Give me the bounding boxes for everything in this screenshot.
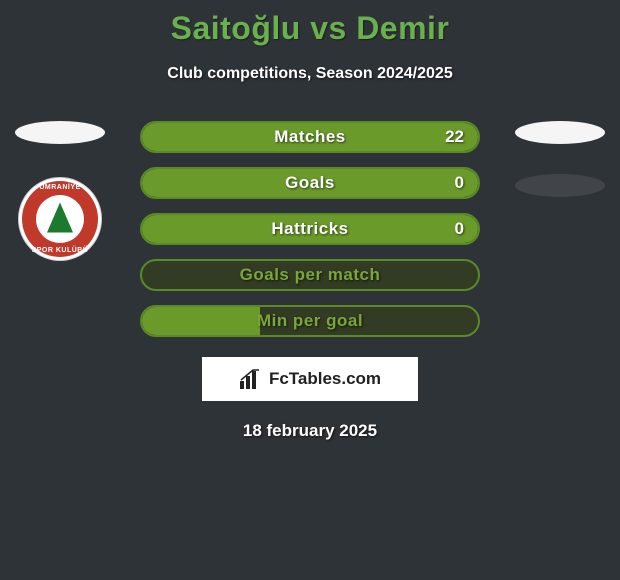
crest-text-bottom: SPOR KULÜBÜ xyxy=(18,247,102,254)
comparison-grid: ÜMRANİYE SPOR KULÜBÜ Matches 22 Goals 0 … xyxy=(0,121,620,337)
stat-bar-goals: Goals 0 xyxy=(140,167,480,199)
brand-badge: FcTables.com xyxy=(202,357,418,401)
stat-bar-min-per-goal: Min per goal xyxy=(140,305,480,337)
brand-text-rest: Tables.com xyxy=(289,369,381,388)
stat-value: 0 xyxy=(455,169,464,197)
footer-date: 18 february 2025 xyxy=(0,421,620,441)
stat-bar-matches: Matches 22 xyxy=(140,121,480,153)
page-title: Saitoğlu vs Demir xyxy=(0,0,620,47)
page-subtitle: Club competitions, Season 2024/2025 xyxy=(0,65,620,83)
stat-label: Goals xyxy=(285,173,335,193)
left-column: ÜMRANİYE SPOR KULÜBÜ xyxy=(0,121,120,261)
stat-label: Hattricks xyxy=(271,219,348,239)
stat-label: Goals per match xyxy=(240,265,381,285)
stat-bar-goals-per-match: Goals per match xyxy=(140,259,480,291)
stat-value: 22 xyxy=(445,123,464,151)
brand-text-prefix: Fc xyxy=(269,369,289,388)
stat-label: Matches xyxy=(274,127,346,147)
player2-name-pill xyxy=(515,121,605,144)
tree-icon xyxy=(47,203,73,233)
player2-club-pill xyxy=(515,174,605,197)
right-column xyxy=(500,121,620,227)
stat-bar-hattricks: Hattricks 0 xyxy=(140,213,480,245)
crest-text-top: ÜMRANİYE xyxy=(18,184,102,191)
stat-bars: Matches 22 Goals 0 Hattricks 0 Goals per… xyxy=(140,121,480,337)
crest-inner xyxy=(36,195,84,243)
bar-chart-icon xyxy=(239,369,263,389)
stat-bar-fill xyxy=(142,307,260,335)
player1-name-pill xyxy=(15,121,105,144)
player1-club-crest: ÜMRANİYE SPOR KULÜBÜ xyxy=(18,177,102,261)
brand-text: FcTables.com xyxy=(269,369,381,389)
stat-label: Min per goal xyxy=(257,311,363,331)
stat-value: 0 xyxy=(455,215,464,243)
